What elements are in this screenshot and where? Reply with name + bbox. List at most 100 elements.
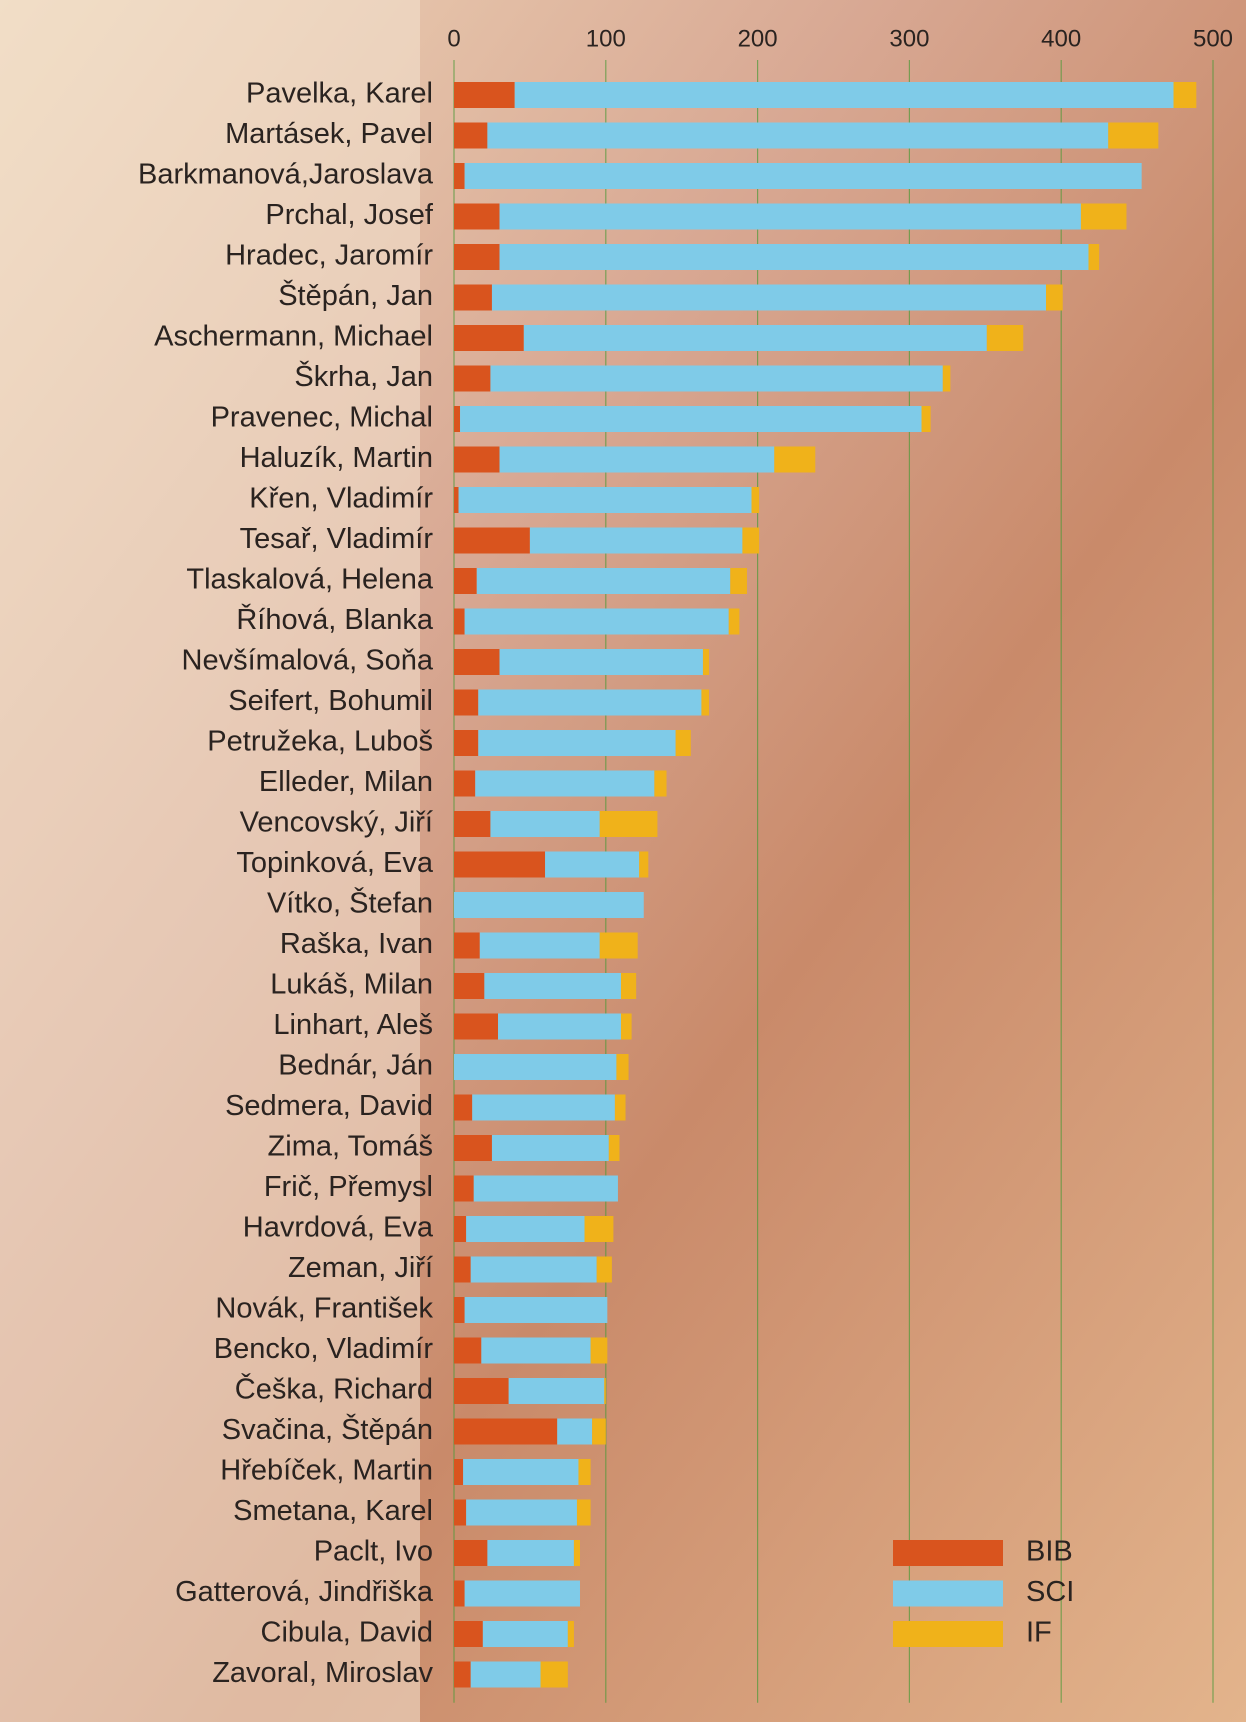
x-tick-label: 100	[586, 25, 626, 52]
bar-segment	[465, 1581, 580, 1607]
bar-segment	[484, 973, 621, 999]
bar-segment	[454, 487, 459, 513]
bar-segment	[460, 406, 921, 432]
bar-segment	[742, 528, 759, 554]
bar-segment	[454, 204, 500, 230]
bar-segment	[454, 1662, 471, 1688]
bar-segment	[454, 1297, 465, 1323]
bar-segment	[454, 690, 478, 716]
bar-segment	[454, 771, 475, 797]
y-tick-label: Bednár, Ján	[278, 1050, 433, 1082]
bar-segment	[454, 366, 490, 392]
bar-segment	[1081, 204, 1127, 230]
bar-segment	[1089, 244, 1100, 270]
bar-segment	[609, 1135, 620, 1161]
bar-segment	[454, 649, 500, 675]
bar-segment	[1046, 285, 1063, 311]
bar-segment	[545, 852, 639, 878]
y-tick-label: Raška, Ivan	[280, 928, 433, 960]
y-tick-label: Vítko, Štefan	[267, 886, 433, 920]
x-tick-label: 200	[738, 25, 778, 52]
bar-segment	[454, 852, 545, 878]
bar-segment	[454, 244, 500, 270]
bar-segment	[472, 1095, 615, 1121]
bar-segment	[454, 609, 465, 635]
bar-segment	[454, 568, 477, 594]
bar-segment	[591, 1338, 608, 1364]
bar-segment	[454, 1540, 487, 1566]
bar-segment	[774, 447, 815, 473]
bar-segment	[639, 852, 648, 878]
bar-segment	[463, 1459, 578, 1485]
bar-segment	[1108, 123, 1158, 149]
y-tick-label: Haluzík, Martin	[240, 442, 433, 474]
bar-segment	[922, 406, 931, 432]
bar-segment	[1174, 82, 1197, 108]
x-tick-label: 300	[889, 25, 929, 52]
bar-segment	[487, 1540, 574, 1566]
bar-segment	[483, 1621, 568, 1647]
y-tick-label: Cibula, David	[261, 1617, 433, 1649]
bar-segment	[480, 933, 600, 959]
bar-segment	[471, 1257, 597, 1283]
bar-segment	[481, 1338, 590, 1364]
bar-segment	[459, 487, 752, 513]
bar-segment	[478, 690, 701, 716]
bar-segment	[730, 568, 747, 594]
legend-swatch	[893, 1540, 1003, 1566]
y-tick-label: Svačina, Štěpán	[222, 1412, 433, 1446]
y-tick-label: Hradec, Jaromír	[225, 240, 433, 272]
bar-segment	[454, 82, 515, 108]
bar-segment	[701, 690, 709, 716]
y-tick-label: Prchal, Josef	[265, 199, 434, 231]
y-tick-label: Barkmanová,Jaroslava	[138, 159, 434, 191]
bar-segment	[703, 649, 709, 675]
bar-segment	[541, 1662, 568, 1688]
bar-segment	[515, 82, 1174, 108]
bar-segment	[616, 1054, 628, 1080]
bar-segment	[454, 1581, 465, 1607]
bar-segment	[454, 1095, 472, 1121]
bar-segment	[621, 1014, 632, 1040]
bar-segment	[454, 285, 492, 311]
x-tick-label: 0	[447, 25, 460, 52]
bar-segment	[454, 1459, 463, 1485]
y-tick-label: Hřebíček, Martin	[220, 1455, 433, 1487]
bar-segment	[454, 1378, 509, 1404]
y-tick-label: Havrdová, Eva	[243, 1212, 434, 1244]
bar-segment	[600, 933, 638, 959]
legend-label: IF	[1026, 1617, 1052, 1649]
y-tick-label: Seifert, Bohumil	[228, 685, 433, 717]
y-tick-label: Frič, Přemysl	[264, 1171, 433, 1203]
y-tick-label: Tesař, Vladimír	[240, 523, 434, 555]
bar-segment	[490, 811, 599, 837]
bar-segment	[557, 1419, 592, 1445]
y-tick-label: Novák, František	[215, 1293, 433, 1325]
y-tick-label: Bencko, Vladimír	[214, 1333, 434, 1365]
y-tick-label: Elleder, Milan	[259, 766, 433, 798]
bar-segment	[454, 406, 460, 432]
page: 0100200300400500Pavelka, KarelMartásek, …	[0, 0, 1246, 1722]
bar-segment	[454, 1216, 466, 1242]
legend-label: BIB	[1026, 1536, 1073, 1568]
bar-segment	[492, 1135, 609, 1161]
bar-segment	[466, 1216, 584, 1242]
bar-segment	[465, 1297, 608, 1323]
bar-segment	[475, 771, 654, 797]
y-tick-label: Zeman, Jiří	[288, 1252, 433, 1284]
bar-segment	[466, 1500, 577, 1526]
bar-segment	[454, 973, 484, 999]
y-tick-label: Vencovský, Jiří	[240, 807, 433, 839]
bar-segment	[454, 1500, 466, 1526]
y-tick-label: Linhart, Aleš	[273, 1009, 433, 1041]
bar-segment	[465, 609, 729, 635]
bar-segment	[454, 1419, 557, 1445]
bar-segment	[454, 1621, 483, 1647]
bar-segment	[490, 366, 942, 392]
x-tick-label: 400	[1041, 25, 1081, 52]
bar-segment	[729, 609, 740, 635]
bar-segment	[471, 1662, 541, 1688]
bar-segment	[577, 1500, 591, 1526]
bar-segment	[530, 528, 743, 554]
bar-segment	[600, 811, 658, 837]
